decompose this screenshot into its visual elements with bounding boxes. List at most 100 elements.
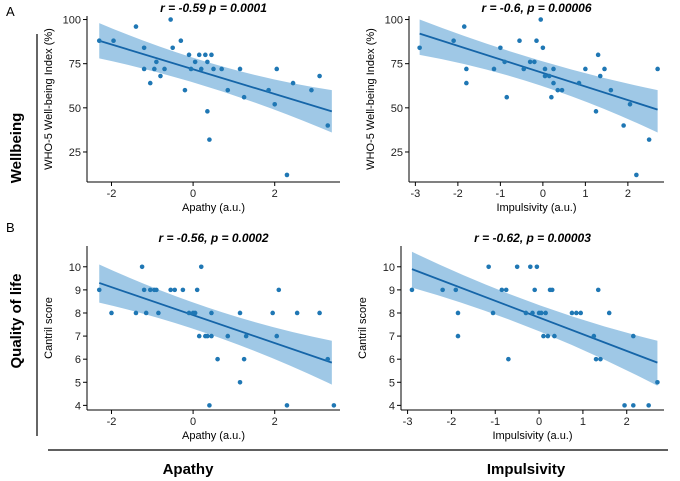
chart2-y-tick-label: 100	[385, 15, 403, 27]
chart1-point-1	[96, 38, 102, 44]
chart1-point-23	[207, 137, 212, 142]
chart2-point-31	[608, 87, 614, 93]
chart2-point-29	[597, 73, 603, 79]
chart4-confidence-band	[411, 251, 658, 386]
chart3-point-18	[196, 333, 202, 339]
chart4-y-tick-label: 9	[389, 285, 395, 297]
chart3-y-tick-label: 10	[69, 262, 81, 274]
chart3-point-24	[209, 310, 214, 316]
chart1-point-3	[133, 24, 139, 29]
chart4-point-25	[569, 310, 575, 316]
chart2-x-tick-label: -2	[453, 188, 463, 200]
chart2-x-tick-label: 2	[625, 188, 631, 200]
chart3-x-tick-label: 0	[190, 416, 196, 428]
chart3-point-35	[294, 310, 300, 316]
chart2-point-25	[576, 80, 582, 86]
chart4-point-19	[541, 333, 546, 339]
chart4-point-7	[490, 310, 496, 316]
chart3-point-14	[186, 310, 192, 316]
chart2-point-11	[521, 66, 527, 72]
chart2-x-axis-label: Impulsivity (a.u.)	[496, 202, 576, 214]
chart2-point-24	[559, 87, 565, 93]
chart2-point-13	[532, 59, 537, 65]
chart1-point-25	[211, 66, 216, 72]
chart2-point-30	[602, 66, 607, 72]
chart2-point-10	[517, 38, 522, 44]
chart1-point-16	[188, 66, 194, 72]
chart3-y-axis-label: Cantril score	[43, 297, 55, 359]
chart4-point-34	[631, 403, 636, 408]
chart4-y-axis-label: Cantril score	[357, 297, 369, 359]
chart2-x-tick-label: -3	[410, 188, 420, 200]
chart4-point-9	[503, 287, 509, 293]
chart2-x-tick-label: 0	[540, 188, 546, 200]
chart2-point-36	[655, 66, 660, 72]
chart4-regression-line	[411, 268, 658, 364]
chart2-point-23	[555, 87, 561, 93]
chart2-y-tick-label: 25	[391, 147, 403, 159]
chart2-point-12	[527, 59, 533, 65]
panel-impulsivity-quality-of-life: -3 -2 -1 0 1 2 4 5 6 7 8 9 10 r = -0.62, p = 0.00003 I…	[357, 231, 664, 442]
chart3-point-3	[133, 310, 139, 316]
chart2-point-28	[595, 52, 601, 58]
chart2-x-tick-label: 1	[582, 188, 588, 200]
chart3-point-27	[237, 310, 243, 316]
chart2-point-17	[542, 66, 548, 72]
panel-label-a: A	[6, 4, 15, 19]
chart3-point-10	[156, 310, 161, 316]
chart3-point-25	[215, 356, 220, 362]
chart3-point-5	[141, 287, 147, 293]
chart1-point-2	[111, 38, 116, 44]
chart1-point-20	[203, 52, 208, 58]
chart2-point-9	[504, 94, 510, 100]
chart4-x-tick-label: -1	[490, 416, 500, 428]
chart1-point-12	[170, 45, 175, 51]
chart3-point-4	[139, 264, 145, 270]
chart4-point-3	[453, 287, 459, 293]
chart2-point-5	[464, 80, 469, 86]
chart1-point-9	[158, 73, 163, 79]
chart2-point-2	[451, 38, 456, 44]
chart4-point-14	[530, 310, 535, 316]
chart3-x-tick-label: 2	[272, 416, 278, 428]
chart4-x-tick-label: -3	[403, 416, 413, 428]
chart4-point-11	[514, 264, 520, 270]
chart1-regression-line	[98, 39, 333, 113]
chart3-point-32	[274, 333, 280, 339]
chart2-confidence-band	[419, 19, 658, 133]
chart3-confidence-band	[99, 264, 332, 385]
chart2-point-34	[634, 172, 639, 178]
row-label-quality-of-life: Quality of life	[8, 273, 25, 368]
chart2-point-16	[540, 45, 546, 51]
chart2-title: r = -0.6, p = 0.00006	[481, 1, 591, 15]
chart1-point-35	[309, 87, 314, 93]
chart3-point-22	[207, 403, 212, 408]
chart4-y-tick-label: 7	[389, 331, 395, 343]
chart3-point-33	[276, 287, 282, 293]
chart4-point-4	[455, 310, 461, 316]
chart2-regression-line	[419, 32, 658, 111]
chart3-point-26	[225, 333, 231, 339]
chart1-point-34	[290, 80, 296, 86]
chart3-y-tick-label: 4	[75, 400, 81, 412]
chart3-title: r = -0.56, p = 0.0002	[158, 231, 268, 245]
chart2-point-3	[461, 24, 467, 29]
chart3-point-12	[172, 287, 178, 293]
chart2-y-axis-label: WHO-5 Well-being Index (%)	[365, 28, 377, 170]
chart4-point-33	[622, 403, 627, 408]
chart1-point-24	[209, 52, 214, 58]
chart4-point-37	[655, 379, 660, 385]
chart3-y-tick-label: 5	[75, 377, 81, 389]
chart1-point-33	[284, 172, 290, 178]
chart1-x-axis-label: Apathy (a.u.)	[182, 202, 245, 214]
chart3-point-13	[180, 287, 186, 293]
chart3-point-9	[154, 287, 159, 293]
chart1-point-22	[205, 109, 210, 114]
chart4-point-8	[499, 287, 505, 293]
chart3-point-11	[168, 287, 173, 293]
chart4-point-28	[591, 333, 597, 339]
chart3-y-tick-label: 9	[75, 285, 81, 297]
chart1-point-11	[168, 17, 173, 22]
chart4-point-24	[552, 333, 557, 339]
